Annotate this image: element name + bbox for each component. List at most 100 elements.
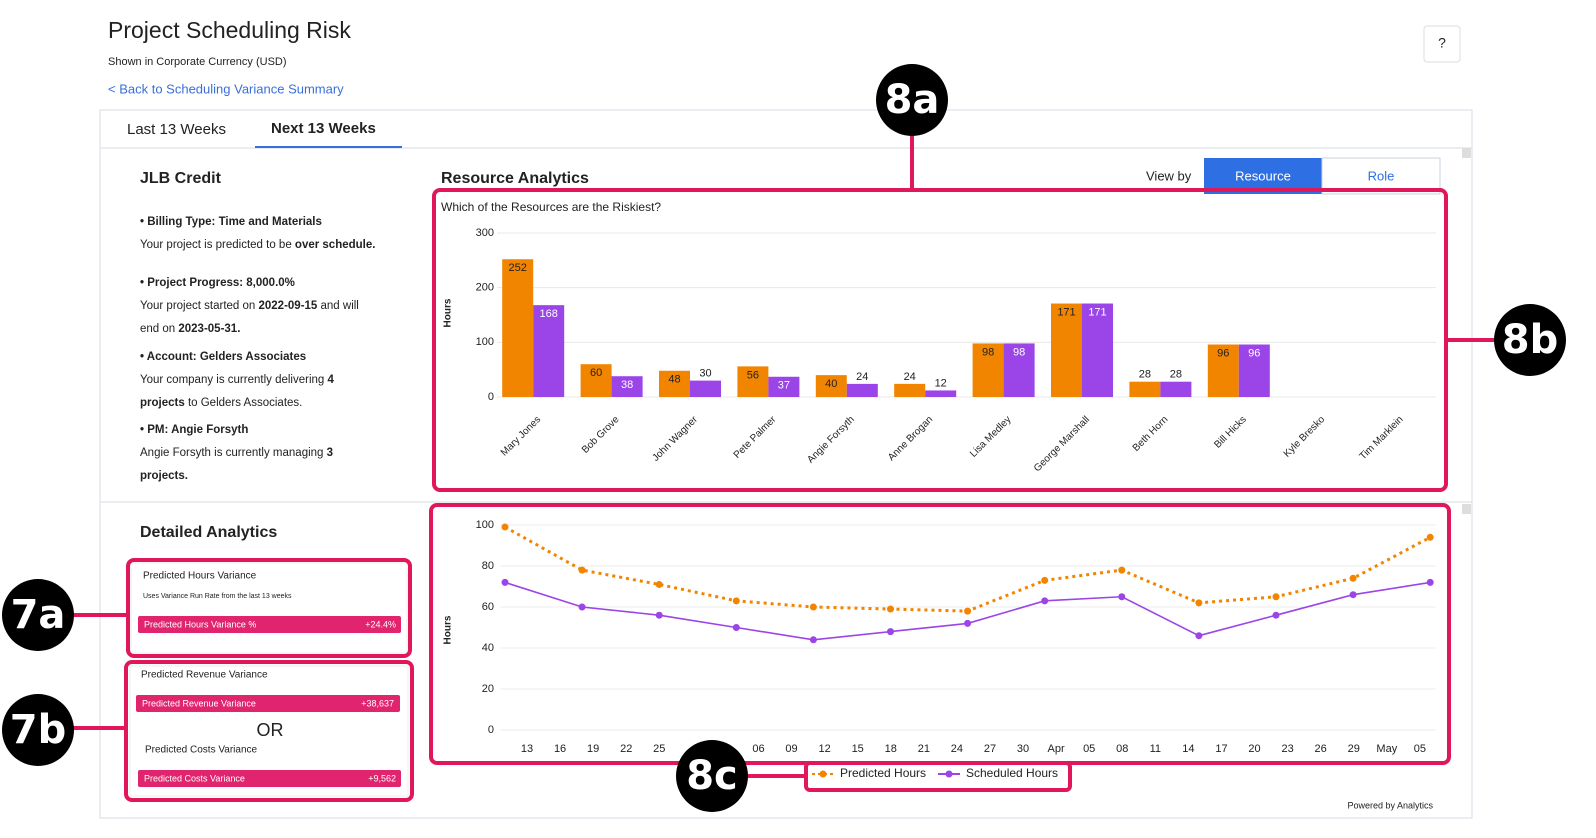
bar	[972, 343, 1004, 397]
bar	[502, 259, 534, 397]
item-heading: • PM: Angie Forsyth	[140, 424, 248, 436]
data-label: 30	[699, 368, 711, 380]
y-tick-label: 100	[476, 336, 494, 348]
x-tick-label: Angie Forsyth	[805, 414, 856, 465]
text-segment: Your project started on	[140, 300, 258, 312]
highlight-box	[429, 503, 1451, 765]
annotation-badge	[1494, 304, 1566, 376]
data-point	[887, 605, 894, 613]
x-tick-label: 05	[1083, 743, 1095, 755]
item-heading: • Project Progress: 8,000.0%	[140, 277, 295, 289]
scrollbar	[1462, 148, 1471, 158]
y-tick-label: 300	[476, 227, 494, 239]
y-tick-label: 100	[476, 519, 494, 531]
card-note: Uses Variance Run Rate from the last 13 …	[143, 593, 292, 600]
item-heading: • Billing Type: Time and Materials	[140, 216, 322, 228]
data-point	[1118, 566, 1126, 574]
y-tick-label: 40	[482, 642, 494, 654]
bar	[894, 383, 926, 397]
y-axis-label: Hours	[443, 298, 454, 327]
data-point	[809, 636, 817, 644]
bar	[659, 370, 690, 397]
x-tick-label: 17	[1215, 743, 1227, 755]
data-point	[1272, 593, 1280, 601]
data-point	[887, 628, 894, 636]
data-point	[964, 619, 972, 627]
x-tick-label: 15	[852, 743, 864, 755]
text-segment: 4	[328, 374, 335, 386]
legend-swatch-dot	[819, 770, 827, 778]
annotation-badge	[2, 579, 74, 651]
legend-label: Predicted Hours	[840, 766, 926, 780]
data-label: 98	[982, 346, 994, 358]
footer: Powered by Analytics	[1347, 800, 1433, 810]
x-tick-label: Bill Hicks	[1212, 414, 1248, 450]
x-tick-label: 08	[1116, 743, 1128, 755]
data-point	[1349, 591, 1357, 599]
card-title: Predicted Costs Variance	[145, 745, 258, 756]
text-segment: Your company is currently delivering	[140, 374, 328, 386]
text-segment: 2022-09-15	[258, 300, 317, 312]
x-tick-label: Lisa Medley	[968, 414, 1014, 460]
data-label: 171	[1088, 306, 1106, 318]
bar	[1051, 303, 1082, 397]
back-link[interactable]: < Back to Scheduling Variance Summary	[108, 81, 344, 96]
x-tick-label: 27	[984, 743, 996, 755]
x-tick-label: 16	[554, 743, 566, 755]
bar	[925, 390, 957, 397]
text-segment: Your project is predicted to be	[140, 239, 295, 251]
x-tick-label: 19	[587, 743, 599, 755]
data-label: 24	[904, 371, 916, 383]
y-tick-label: 200	[476, 282, 494, 294]
tab[interactable]: Next 13 Weeks	[271, 120, 376, 137]
data-point	[1041, 576, 1049, 584]
data-label: 168	[540, 308, 558, 320]
metric-bar	[138, 770, 401, 787]
chart-subtitle: Which of the Resources are the Riskiest?	[441, 200, 661, 214]
bar	[533, 305, 565, 397]
section-title: Detailed Analytics	[140, 524, 277, 541]
x-tick-label: 25	[653, 743, 665, 755]
data-label: 60	[590, 367, 602, 379]
data-label: 12	[935, 377, 947, 389]
bar	[1160, 381, 1192, 397]
bar	[846, 383, 878, 397]
item-text: Your company is currently delivering 4	[140, 374, 335, 386]
annotation-label: 7b	[10, 707, 66, 753]
help-button[interactable]	[1423, 25, 1461, 63]
bar	[1129, 381, 1161, 397]
x-tick-label: John Wagner	[650, 414, 700, 464]
y-tick-label: 0	[488, 391, 494, 403]
bar-chart: Which of the Resources are the Riskiest?…	[441, 200, 1436, 474]
bar	[768, 376, 800, 397]
data-point	[501, 523, 509, 531]
x-tick-label: Anne Brogan	[886, 414, 935, 463]
bar	[580, 364, 612, 397]
highlight-box	[124, 660, 414, 802]
x-tick-label: 21	[918, 743, 930, 755]
data-point	[501, 578, 509, 586]
legend-swatch-dot	[945, 770, 953, 778]
item-text: end on 2023-05-31.	[140, 323, 240, 335]
y-tick-label: 80	[482, 560, 494, 572]
data-label: 37	[778, 380, 790, 392]
text-segment: and will	[317, 300, 359, 312]
item-text: Angie Forsyth is currently managing 3	[140, 447, 333, 459]
line-series	[504, 525, 1431, 613]
card-title: Predicted Hours Variance	[143, 571, 257, 582]
text-segment: projects	[140, 397, 185, 409]
data-label: 96	[1248, 347, 1260, 359]
annotation-label: 8a	[885, 77, 940, 123]
tab[interactable]: Last 13 Weeks	[127, 121, 226, 138]
text-segment: 2023-05-31.	[178, 323, 240, 335]
bar	[737, 366, 769, 397]
x-tick-label: 13	[521, 743, 533, 755]
view-option-label: Role	[1368, 168, 1395, 183]
x-tick-label: 20	[1248, 743, 1260, 755]
bar	[690, 380, 721, 397]
data-point	[964, 607, 972, 615]
x-tick-label: May	[1376, 743, 1397, 755]
x-tick-label: 09	[785, 743, 797, 755]
data-point	[1118, 593, 1126, 601]
scrollbar	[1462, 504, 1471, 514]
